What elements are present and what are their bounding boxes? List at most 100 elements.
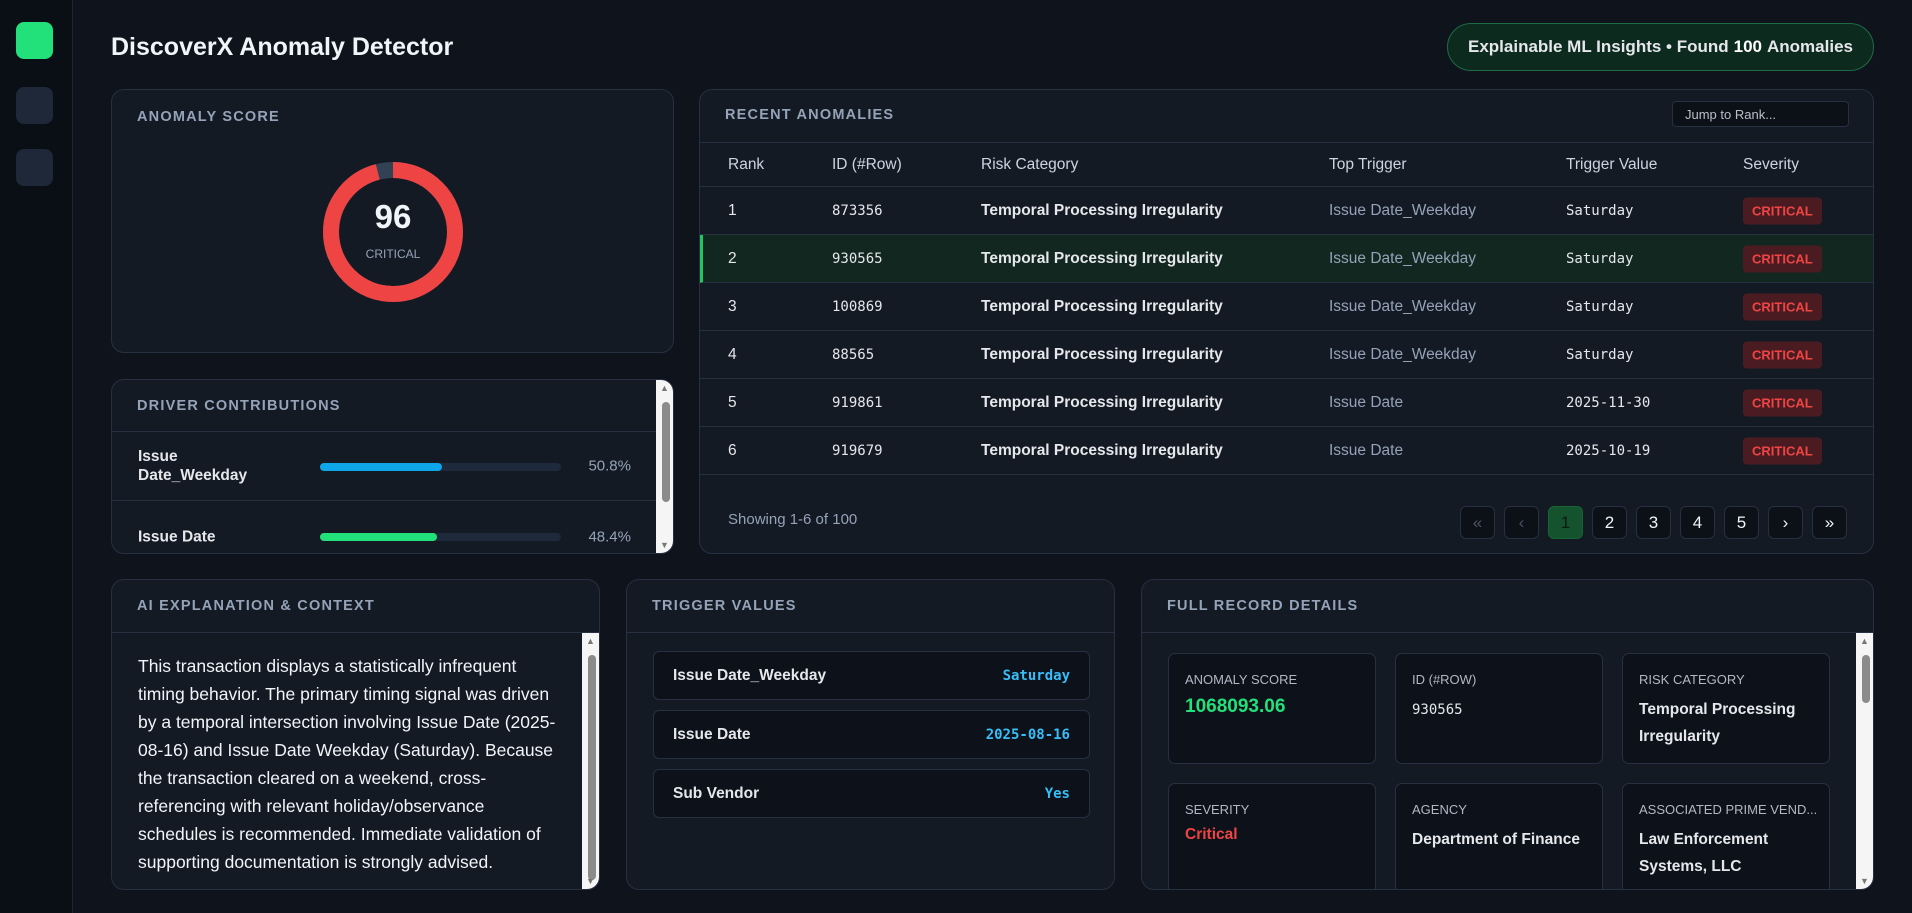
field-value: 930565 [1412, 702, 1463, 718]
severity-pill: CRITICAL [1743, 437, 1822, 464]
field-value: 1068093.06 [1185, 696, 1286, 717]
page-button[interactable]: » [1812, 506, 1847, 539]
risk-category: Temporal Processing Irregularity [981, 297, 1223, 315]
panel-title: RECENT ANOMALIES [725, 107, 895, 123]
scrollbar[interactable]: ▲ ▼ [1856, 633, 1873, 889]
score-gauge: 96 CRITICAL [323, 162, 463, 302]
badge-text: Explainable ML Insights • Found [1467, 37, 1729, 56]
record-card: ANOMALY SCORE 1068093.06 [1168, 653, 1376, 764]
nav-icon[interactable] [16, 87, 53, 124]
trigger-value: Saturday [1566, 250, 1634, 267]
top-trigger: Issue Date [1329, 393, 1404, 411]
page-button[interactable]: 3 [1636, 506, 1671, 539]
record-card: RISK CATEGORY Temporal Processing Irregul… [1622, 653, 1830, 764]
badge-text: Anomalies [1767, 37, 1853, 56]
column-header: Risk Category [981, 155, 1079, 173]
table-row[interactable]: 5 919861 Temporal Processing Irregularity I… [700, 379, 1873, 427]
trigger-item: Sub Vendor Yes [653, 769, 1090, 818]
badge-count: 100 [1733, 37, 1763, 56]
row-id: 919679 [832, 442, 883, 459]
triggers-panel: TRIGGER VALUES Issue Date_Weekday Saturda… [626, 579, 1115, 890]
trigger-value: Saturday [1002, 667, 1070, 684]
page-button[interactable]: ‹ [1504, 506, 1539, 539]
nav-icon[interactable] [16, 149, 53, 186]
record-card: ASSOCIATED PRIME VEND... Law Enforcement … [1622, 783, 1830, 889]
rank: 3 [728, 297, 737, 315]
top-trigger: Issue Date_Weekday [1329, 201, 1477, 219]
table-row[interactable]: 4 88565 Temporal Processing Irregularity Is… [700, 331, 1873, 379]
driver-pct: 48.4% [588, 528, 631, 545]
score-panel: ANOMALY SCORE 96 CRITICAL [111, 89, 674, 353]
table-row[interactable]: 6 919679 Temporal Processing Irregularity I… [700, 427, 1873, 475]
page-button[interactable]: › [1768, 506, 1803, 539]
row-id: 930565 [832, 250, 883, 267]
divider [1142, 632, 1873, 633]
page-button[interactable]: 5 [1724, 506, 1759, 539]
bar [320, 463, 443, 471]
gauge-arc [323, 162, 463, 302]
drivers-panel: DRIVER CONTRIBUTIONS ▲ ▼ Issue Date_Weekd… [111, 379, 674, 554]
trigger-item: Issue Date_Weekday Saturday [653, 651, 1090, 700]
trigger-item: Issue Date 2025-08-16 [653, 710, 1090, 759]
sidebar [0, 0, 73, 913]
page-button[interactable]: 2 [1592, 506, 1627, 539]
severity-pill: CRITICAL [1743, 389, 1822, 416]
table-row[interactable]: 3 100869 Temporal Processing Irregularity I… [700, 283, 1873, 331]
severity-pill: CRITICAL [1743, 245, 1822, 272]
divider [112, 632, 599, 633]
top-trigger: Issue Date [1329, 441, 1404, 459]
record-card: SEVERITY Critical [1168, 783, 1376, 889]
trigger-name: Sub Vendor [673, 784, 760, 802]
risk-category: Temporal Processing Irregularity [981, 345, 1223, 363]
severity-pill: CRITICAL [1743, 293, 1822, 320]
driver-pct: 50.8% [588, 457, 631, 475]
trigger-value: Yes [1044, 785, 1070, 802]
page-button[interactable]: « [1460, 506, 1495, 539]
column-header: Top Trigger [1329, 155, 1407, 173]
bar [320, 533, 437, 541]
row-id: 88565 [832, 346, 875, 363]
column-header: Severity [1743, 155, 1799, 173]
table-header: Rank ID (#Row) Risk Category Top Trigger Tri… [700, 142, 1873, 187]
risk-category: Temporal Processing Irregularity [981, 393, 1223, 411]
field-label: AGENCY [1412, 802, 1467, 817]
bar-track [320, 533, 561, 541]
page-button[interactable]: 1 [1548, 506, 1583, 539]
rank: 5 [728, 393, 737, 411]
field-value: Law Enforcement Systems, LLC [1639, 831, 1769, 875]
trigger-value: Saturday [1566, 346, 1634, 363]
pagination: « ‹ 1 2 3 4 5 › » [1460, 506, 1847, 539]
divider [627, 632, 1114, 633]
trigger-name: Issue Date [673, 725, 751, 743]
top-trigger: Issue Date_Weekday [1329, 297, 1477, 315]
field-value: Temporal Processing Irregularity [1639, 701, 1796, 745]
nav-icon[interactable] [16, 22, 53, 59]
explanation-panel: AI EXPLANATION & CONTEXT This transactio… [111, 579, 600, 890]
scrollbar[interactable]: ▲ ▼ [582, 633, 599, 889]
column-header: Rank [728, 155, 765, 173]
row-id: 100869 [832, 298, 883, 315]
scrollbar[interactable]: ▲ ▼ [656, 380, 673, 553]
panel-title: TRIGGER VALUES [652, 598, 797, 614]
field-label: SEVERITY [1185, 802, 1250, 817]
trigger-name: Issue Date_Weekday [673, 666, 827, 684]
page-button[interactable]: 4 [1680, 506, 1715, 539]
table-row[interactable]: 1 873356 Temporal Processing Irregularity I… [700, 187, 1873, 235]
rank: 6 [728, 441, 737, 459]
rank: 1 [728, 201, 737, 219]
trigger-value: 2025-11-30 [1566, 394, 1651, 411]
divider [112, 431, 673, 432]
driver-row: Issue Date_Weekday 50.8% [112, 432, 656, 501]
score-label: CRITICAL [366, 247, 421, 261]
risk-category: Temporal Processing Irregularity [981, 249, 1223, 267]
severity-pill: CRITICAL [1743, 341, 1822, 368]
table-row[interactable]: 2 930565 Temporal Processing Irregularity I… [700, 235, 1873, 283]
status-badge: Explainable ML Insights • Found 100 Anom… [1447, 23, 1874, 71]
driver-name: Issue Date_Weekday [138, 448, 248, 484]
column-header: Trigger Value [1566, 155, 1658, 173]
row-id: 919861 [832, 394, 883, 411]
field-label: ANOMALY SCORE [1185, 672, 1298, 687]
rank-search[interactable]: Jump to Rank... [1672, 101, 1849, 127]
row-id: 873356 [832, 202, 883, 219]
